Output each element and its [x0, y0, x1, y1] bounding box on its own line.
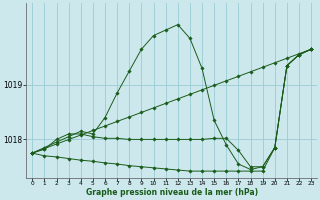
- X-axis label: Graphe pression niveau de la mer (hPa): Graphe pression niveau de la mer (hPa): [86, 188, 258, 197]
